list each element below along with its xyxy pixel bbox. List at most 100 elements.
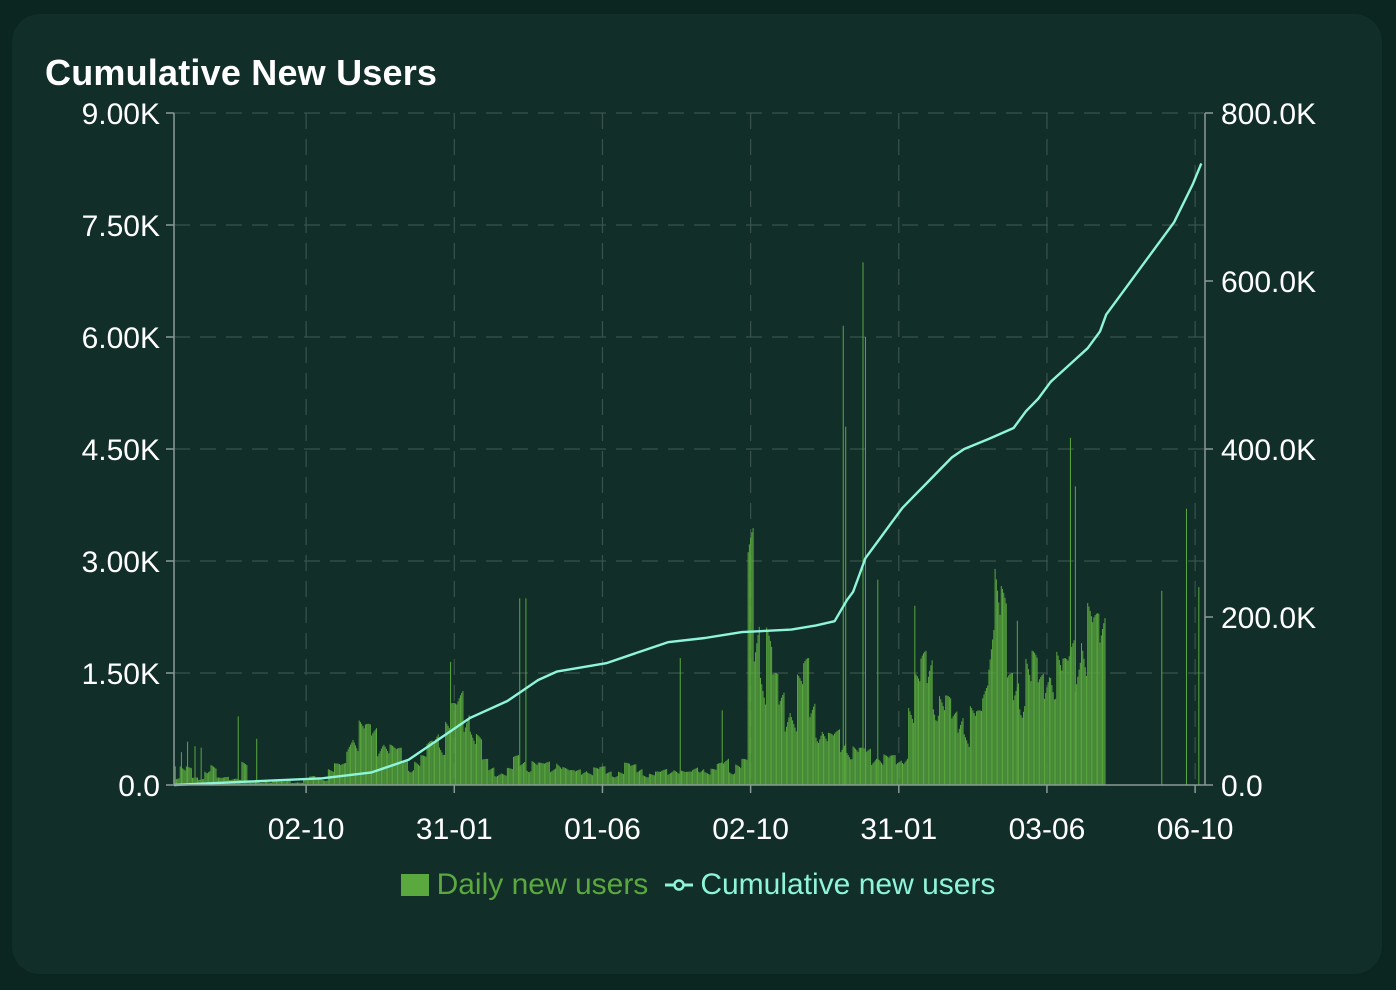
bar: [1029, 674, 1031, 785]
right-axis-ticks: 0.0 200.0K 400.0K 600.0K 800.0K: [1205, 98, 1316, 803]
x-tick-label: 01-06: [564, 813, 641, 846]
bar: [1072, 643, 1074, 785]
bar: [778, 704, 780, 785]
bar: [1055, 698, 1057, 785]
bar: [978, 710, 980, 785]
bar: [920, 658, 922, 785]
bar: [1058, 660, 1060, 785]
bar: [910, 714, 912, 785]
bar: [434, 741, 436, 785]
bar: [1046, 687, 1048, 785]
bar: [936, 721, 938, 785]
bar: [636, 772, 638, 785]
bar: [352, 739, 354, 785]
bar: [1063, 658, 1065, 785]
bar: [640, 769, 642, 785]
x-tick-label: 02-10: [712, 813, 789, 846]
bar: [1185, 508, 1187, 785]
bar: [474, 743, 476, 785]
bar: [205, 772, 207, 785]
bar: [376, 728, 378, 785]
bar: [529, 772, 531, 785]
bar: [827, 732, 829, 785]
bar: [405, 760, 407, 785]
bar: [290, 783, 292, 785]
bar: [861, 747, 863, 785]
bar: [399, 747, 401, 785]
bar: [258, 781, 260, 785]
bar: [897, 763, 899, 785]
x-tick-label: 06-10: [1157, 813, 1234, 846]
bar: [488, 770, 490, 785]
bar: [273, 780, 275, 785]
bar: [725, 760, 727, 785]
bar: [1003, 592, 1005, 785]
bar: [316, 778, 318, 785]
bar: [1067, 660, 1069, 785]
bar: [863, 748, 865, 785]
legend-item-daily-new-users[interactable]: Daily new users: [400, 868, 648, 902]
bar: [693, 769, 695, 785]
bar: [1082, 650, 1084, 785]
bar: [934, 714, 936, 785]
bar: [538, 762, 540, 785]
bar: [615, 776, 617, 785]
bar: [734, 773, 736, 785]
bar: [476, 734, 478, 785]
bar: [403, 762, 405, 785]
bar: [456, 704, 458, 785]
bar: [814, 703, 816, 785]
bar: [879, 761, 881, 785]
bar: [395, 749, 397, 785]
bar: [277, 781, 279, 785]
bar: [357, 751, 359, 785]
bar: [831, 734, 833, 785]
bar: [721, 710, 723, 785]
bar: [494, 776, 496, 785]
bar: [311, 776, 313, 785]
bar: [659, 771, 661, 785]
bar: [446, 723, 448, 785]
bar: [606, 773, 608, 785]
bar: [982, 698, 984, 785]
bar: [514, 756, 516, 785]
bar: [445, 721, 447, 785]
bar: [656, 771, 658, 785]
bar: [699, 772, 701, 785]
bar: [1036, 657, 1038, 785]
bar: [1064, 658, 1066, 785]
bar: [547, 761, 549, 785]
bar: [690, 771, 692, 785]
bar: [601, 766, 603, 785]
bar: [362, 726, 364, 785]
bar: [1081, 643, 1083, 785]
bar: [530, 771, 532, 785]
bar: [359, 722, 361, 785]
bar: [662, 770, 664, 785]
bar: [797, 674, 799, 785]
bar: [555, 768, 557, 785]
bar: [208, 772, 210, 785]
bar: [320, 777, 322, 785]
bar: [310, 776, 312, 785]
bar: [987, 685, 989, 785]
bar: [669, 773, 671, 785]
bar: [292, 783, 294, 785]
bar: [505, 775, 507, 785]
bar: [266, 782, 268, 785]
bar: [556, 763, 558, 785]
bar: [906, 758, 908, 785]
legend-item-cumulative-new-users[interactable]: Cumulative new users: [664, 868, 995, 902]
bar: [594, 767, 596, 785]
bar: [830, 733, 832, 785]
bar: [1103, 623, 1105, 785]
bar: [811, 709, 813, 785]
bar: [597, 768, 599, 785]
bar: [487, 758, 489, 785]
bar: [706, 773, 708, 785]
bar: [332, 771, 334, 785]
bar: [572, 770, 574, 785]
bar: [789, 713, 791, 785]
bar: [306, 780, 308, 785]
